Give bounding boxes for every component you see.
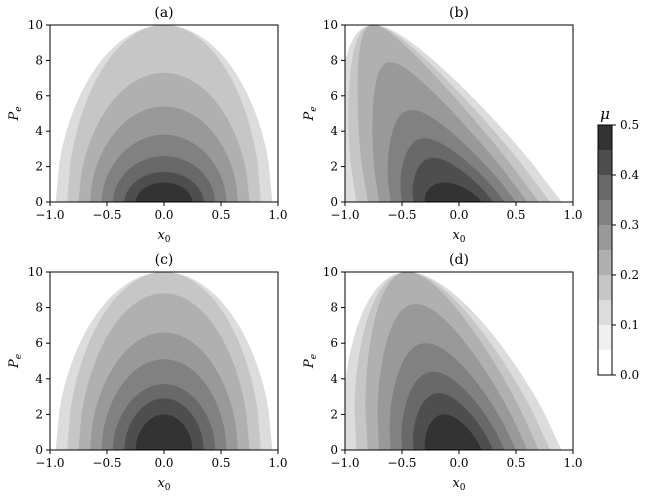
- y-tick-label: 8: [330, 301, 338, 315]
- x-tick-label: 0.0: [154, 208, 173, 222]
- y-tick-label: 4: [330, 372, 338, 386]
- x-tick-label: −1.0: [35, 208, 64, 222]
- colorbar-band: [598, 275, 612, 300]
- y-tick-label: 0: [35, 195, 43, 209]
- y-axis-label: Pe: [302, 106, 319, 121]
- x-tick-label: −0.5: [387, 208, 416, 222]
- colorbar-band: [598, 175, 612, 200]
- x-axis-label: x0: [452, 476, 465, 493]
- y-tick-label: 10: [28, 265, 43, 279]
- y-tick-label: 0: [35, 443, 43, 457]
- x-tick-label: 0.5: [506, 208, 525, 222]
- contour-fills: [345, 272, 562, 450]
- y-axis-label: Pe: [7, 106, 24, 121]
- y-tick-label: 10: [323, 18, 338, 32]
- x-tick-label: 0.5: [506, 456, 525, 470]
- x-tick-label: −0.5: [92, 456, 121, 470]
- y-tick-label: 4: [35, 124, 43, 138]
- contour-fills: [55, 25, 273, 202]
- panel-title: (c): [155, 252, 174, 268]
- colorbar-band: [598, 200, 612, 225]
- x-tick-label: 0.0: [449, 208, 468, 222]
- colorbar-band: [598, 350, 612, 375]
- contour-level: [424, 414, 482, 450]
- contour-fills: [55, 272, 273, 450]
- contour-level: [424, 182, 482, 202]
- colorbar-title: μ: [600, 105, 610, 123]
- y-tick-label: 6: [35, 336, 43, 350]
- panel-title: (d): [449, 252, 469, 268]
- y-tick-label: 2: [35, 407, 43, 421]
- colorbar-tick-label: 0.0: [620, 368, 639, 382]
- x-tick-label: 0.5: [211, 208, 230, 222]
- x-tick-label: 1.0: [268, 208, 287, 222]
- y-tick-label: 10: [28, 18, 43, 32]
- x-tick-label: −1.0: [330, 456, 359, 470]
- x-tick-label: −0.5: [387, 456, 416, 470]
- y-tick-label: 0: [330, 443, 338, 457]
- x-axis-label: x0: [452, 228, 465, 245]
- y-tick-label: 6: [35, 89, 43, 103]
- colorbar-tick-label: 0.4: [620, 168, 639, 182]
- y-tick-label: 8: [35, 53, 43, 67]
- y-tick-label: 4: [330, 124, 338, 138]
- colorbar-band: [598, 300, 612, 325]
- y-tick-label: 2: [35, 160, 43, 174]
- y-tick-label: 0: [330, 195, 338, 209]
- colorbar-tick-label: 0.2: [620, 268, 639, 282]
- colorbar-band: [598, 150, 612, 175]
- colorbar-tick-label: 0.5: [620, 118, 639, 132]
- y-tick-label: 8: [35, 301, 43, 315]
- x-tick-label: 0.5: [211, 456, 230, 470]
- y-tick-label: 10: [323, 265, 338, 279]
- x-tick-label: −1.0: [35, 456, 64, 470]
- panel-d: −1.0 −0.5 0.0 0.5 1.0 0 2 4 6 8 10 (d) x0 Pe: [302, 252, 583, 493]
- panel-a: −1.0 −0.5 0.0 0.5 1.0 0 2 4 6 8 10 (a) x0 Pe: [7, 5, 288, 245]
- y-tick-label: 6: [330, 336, 338, 350]
- panel-title: (a): [154, 5, 173, 21]
- y-tick-label: 6: [330, 89, 338, 103]
- colorbar-band: [598, 325, 612, 350]
- x-tick-label: −1.0: [330, 208, 359, 222]
- x-tick-label: 1.0: [563, 456, 582, 470]
- panel-b: −1.0 −0.5 0.0 0.5 1.0 0 2 4 6 8 10 (b) x0 Pe: [302, 5, 583, 245]
- colorbar-frame: [597, 124, 613, 376]
- contour-level: [135, 182, 193, 202]
- y-tick-label: 2: [330, 407, 338, 421]
- panel-title: (b): [449, 5, 469, 21]
- colorbar-tick-label: 0.1: [620, 318, 639, 332]
- panel-c: −1.0 −0.5 0.0 0.5 1.0 0 2 4 6 8 10 (c) x0 Pe: [7, 252, 288, 493]
- x-tick-label: 0.0: [449, 456, 468, 470]
- colorbar-band: [598, 250, 612, 275]
- y-axis-label: Pe: [302, 354, 319, 369]
- x-axis-label: x0: [157, 476, 170, 493]
- y-axis-label: Pe: [7, 354, 24, 369]
- colorbar-tick-label: 0.3: [620, 218, 639, 232]
- contour-fills: [345, 25, 562, 202]
- y-tick-label: 8: [330, 53, 338, 67]
- colorbar: 0.0 0.1 0.2 0.3 0.4 0.5 μ: [597, 105, 639, 382]
- x-axis-label: x0: [157, 228, 170, 245]
- x-tick-label: 0.0: [154, 456, 173, 470]
- x-tick-label: 1.0: [563, 208, 582, 222]
- y-tick-label: 4: [35, 372, 43, 386]
- colorbar-band: [598, 225, 612, 250]
- x-tick-label: 1.0: [268, 456, 287, 470]
- colorbar-band: [598, 125, 612, 150]
- y-tick-label: 2: [330, 160, 338, 174]
- contour-level: [135, 414, 193, 450]
- x-tick-label: −0.5: [92, 208, 121, 222]
